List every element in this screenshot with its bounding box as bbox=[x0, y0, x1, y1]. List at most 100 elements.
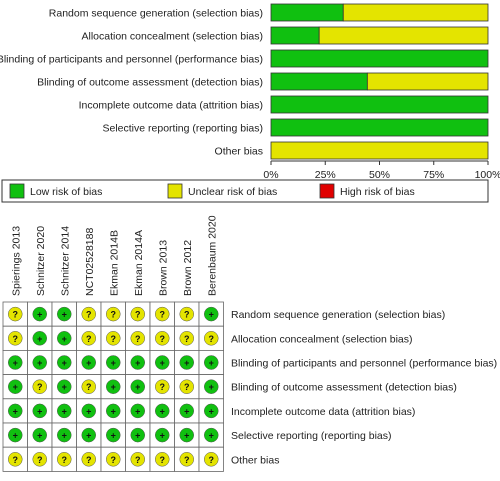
judgement-symbol: ? bbox=[209, 334, 215, 344]
judgement-dot bbox=[179, 379, 194, 394]
judgement-dot bbox=[130, 403, 145, 419]
judgement-symbol: ? bbox=[37, 455, 43, 465]
legend-label: High risk of bias bbox=[340, 186, 415, 198]
judgement-dot bbox=[81, 331, 96, 346]
judgement-symbol: ? bbox=[160, 310, 166, 320]
bar-label: Blinding of outcome assessment (detectio… bbox=[37, 77, 263, 89]
judgement-dot bbox=[155, 452, 170, 467]
study-label: Schnitzer 2020 bbox=[35, 226, 47, 296]
judgement-symbol: + bbox=[184, 431, 189, 441]
study-label: Brown 2012 bbox=[182, 240, 194, 296]
judgement-symbol: + bbox=[37, 406, 42, 416]
judgement-dot bbox=[130, 331, 145, 346]
judgement-symbol: ? bbox=[86, 382, 92, 392]
legend-label: Unclear risk of bias bbox=[188, 186, 277, 198]
x-tick-label: 25% bbox=[315, 169, 336, 181]
judgement-dot bbox=[57, 379, 72, 394]
judgement-symbol: + bbox=[62, 431, 67, 441]
judgement-dot bbox=[179, 452, 194, 467]
judgement-symbol: ? bbox=[13, 334, 19, 344]
judgement-symbol: ? bbox=[111, 310, 117, 320]
judgement-dot bbox=[204, 403, 219, 419]
legend-box bbox=[1, 179, 489, 203]
judgement-symbol: ? bbox=[62, 455, 68, 465]
x-tick-label: 100% bbox=[475, 169, 500, 181]
judgement-dot bbox=[32, 427, 47, 443]
judgement-symbol: + bbox=[86, 358, 91, 368]
judgement-dot bbox=[155, 427, 170, 443]
judgement-dot bbox=[106, 403, 121, 419]
bar-label: Other bias bbox=[215, 146, 263, 158]
judgement-dot bbox=[106, 331, 121, 346]
bar-segment bbox=[366, 72, 489, 91]
judgement-symbol: + bbox=[209, 431, 214, 441]
judgement-symbol: ? bbox=[184, 310, 190, 320]
judgement-dot bbox=[32, 452, 47, 467]
judgement-symbol: + bbox=[160, 358, 165, 368]
judgement-dot bbox=[106, 427, 121, 443]
judgement-symbol: + bbox=[209, 310, 214, 320]
grid-cell bbox=[149, 422, 175, 448]
bar-segment bbox=[270, 95, 489, 114]
judgement-dot bbox=[32, 403, 47, 419]
legend-swatch bbox=[319, 183, 335, 199]
legend-swatch bbox=[167, 183, 183, 199]
judgement-symbol: ? bbox=[13, 455, 19, 465]
judgement-dot bbox=[8, 306, 23, 322]
bar-segment bbox=[270, 49, 489, 68]
judgement-symbol: ? bbox=[160, 334, 166, 344]
judgement-dot bbox=[8, 355, 23, 370]
judgement-symbol: + bbox=[111, 358, 116, 368]
judgement-symbol: + bbox=[62, 334, 67, 344]
judgement-symbol: ? bbox=[86, 455, 92, 465]
judgement-symbol: ? bbox=[160, 382, 166, 392]
bar-segment bbox=[270, 3, 344, 22]
grid-domain-label: Selective reporting (reporting bias) bbox=[231, 430, 392, 442]
judgement-dot bbox=[179, 403, 194, 419]
judgement-symbol: + bbox=[209, 382, 214, 392]
grid-domain-label: Other bias bbox=[231, 454, 279, 466]
bar-segment bbox=[270, 118, 489, 137]
grid-domain-label: Blinding of outcome assessment (detectio… bbox=[231, 382, 457, 394]
bar-chart-x-axis: 0% 25% 50% 75% 100% bbox=[263, 160, 500, 181]
bar-label: Blinding of participants and personnel (… bbox=[0, 54, 263, 66]
judgement-symbol: + bbox=[135, 382, 140, 392]
grid-cell bbox=[100, 349, 126, 375]
judgement-dot bbox=[155, 379, 170, 394]
judgement-dot bbox=[130, 355, 145, 370]
judgement-dot bbox=[8, 427, 23, 443]
bar-segment bbox=[318, 26, 489, 45]
judgement-dot bbox=[81, 379, 96, 394]
judgement-dot bbox=[8, 452, 23, 467]
judgement-symbol: + bbox=[86, 431, 91, 441]
bar-chart-domain-labels: Random sequence generation (selection bi… bbox=[0, 8, 263, 158]
judgement-symbol: + bbox=[62, 382, 67, 392]
judgement-dot bbox=[81, 452, 96, 467]
judgement-dot bbox=[8, 403, 23, 419]
judgement-symbol: + bbox=[111, 406, 116, 416]
judgement-symbol: + bbox=[135, 431, 140, 441]
judgement-dot bbox=[204, 306, 219, 322]
bar-segment bbox=[270, 72, 368, 91]
judgement-dot bbox=[57, 452, 72, 467]
judgement-dot bbox=[32, 355, 47, 370]
judgement-dot bbox=[155, 355, 170, 370]
judgement-symbol: + bbox=[37, 358, 42, 368]
judgement-symbol: + bbox=[37, 431, 42, 441]
bar-label: Allocation concealment (selection bias) bbox=[81, 31, 263, 43]
bar-segment bbox=[270, 141, 489, 160]
judgement-symbol: + bbox=[184, 358, 189, 368]
judgement-dot bbox=[81, 427, 96, 443]
judgement-dot bbox=[130, 427, 145, 443]
judgement-dot bbox=[81, 355, 96, 370]
judgement-symbol: ? bbox=[111, 455, 117, 465]
judgement-symbol: ? bbox=[135, 455, 141, 465]
judgement-dot bbox=[57, 427, 72, 443]
judgement-grid: ? + +????? +? + +????? ? + + + + + + + + + +? +? + +?? + + + + +… bbox=[2, 301, 224, 472]
judgement-symbol: + bbox=[111, 431, 116, 441]
judgement-dot bbox=[179, 306, 194, 322]
judgement-symbol: ? bbox=[160, 455, 166, 465]
judgement-symbol: + bbox=[209, 406, 214, 416]
judgement-symbol: ? bbox=[111, 334, 117, 344]
judgement-symbol: + bbox=[160, 406, 165, 416]
